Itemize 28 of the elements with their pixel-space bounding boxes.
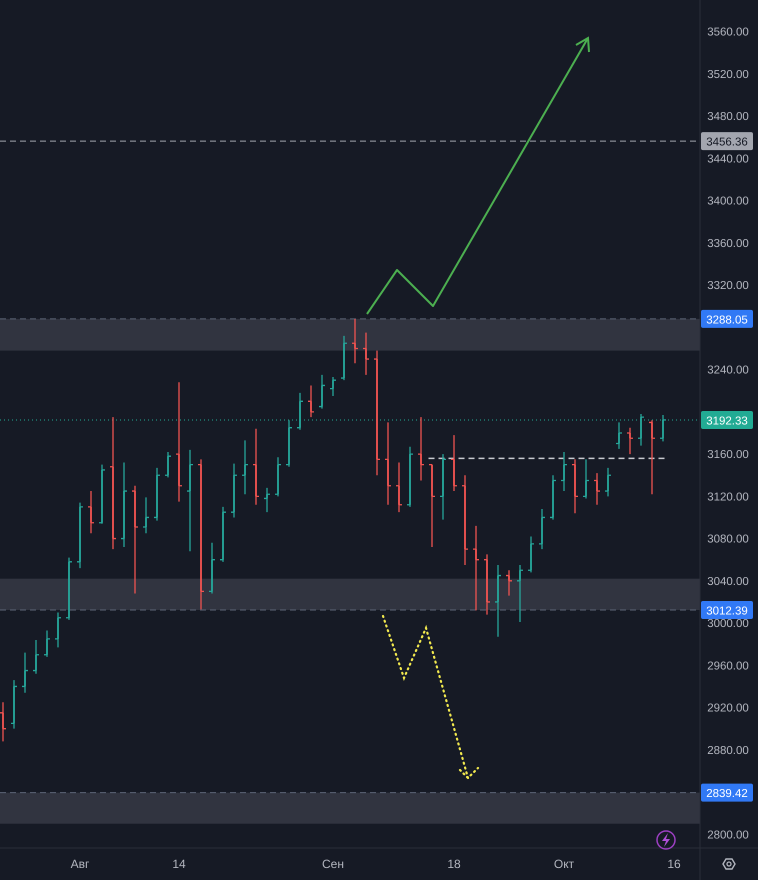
x-tick-label: 18: [447, 857, 461, 871]
y-tick-label: 2800.00: [707, 829, 749, 842]
y-tick-label: 3560.00: [707, 26, 749, 39]
y-tick-label: 3120.00: [707, 491, 749, 504]
y-tick-label: 3480.00: [707, 111, 749, 124]
y-tick-label: 3320.00: [707, 280, 749, 292]
y-tick-label: 3080.00: [707, 534, 749, 546]
x-tick-label: Сен: [322, 857, 344, 871]
ref-line-label: 3192.33: [706, 415, 748, 428]
band-label: 3012.39: [706, 605, 748, 618]
x-tick-label: Окт: [554, 857, 575, 871]
y-tick-label: 3360.00: [707, 238, 749, 250]
x-tick-label: 14: [172, 857, 186, 871]
y-tick-label: 3160.00: [707, 449, 749, 462]
y-tick-label: 3000.00: [707, 618, 749, 630]
y-tick-label: 2880.00: [707, 744, 749, 757]
x-tick-label: 16: [667, 857, 681, 871]
y-tick-label: 3040.00: [707, 576, 749, 588]
y-tick-label: 3240.00: [707, 364, 749, 377]
y-tick-label: 2920.00: [707, 702, 749, 715]
band-label: 3288.05: [706, 314, 748, 326]
band-label: 2839.42: [706, 788, 748, 800]
ref-line-label: 3456.36: [706, 136, 748, 149]
y-tick-label: 2960.00: [707, 660, 749, 672]
y-tick-label: 3400.00: [707, 196, 749, 208]
y-tick-label: 3440.00: [707, 153, 749, 166]
x-tick-label: Авг: [70, 857, 90, 871]
y-tick-label: 3520.00: [707, 68, 749, 81]
